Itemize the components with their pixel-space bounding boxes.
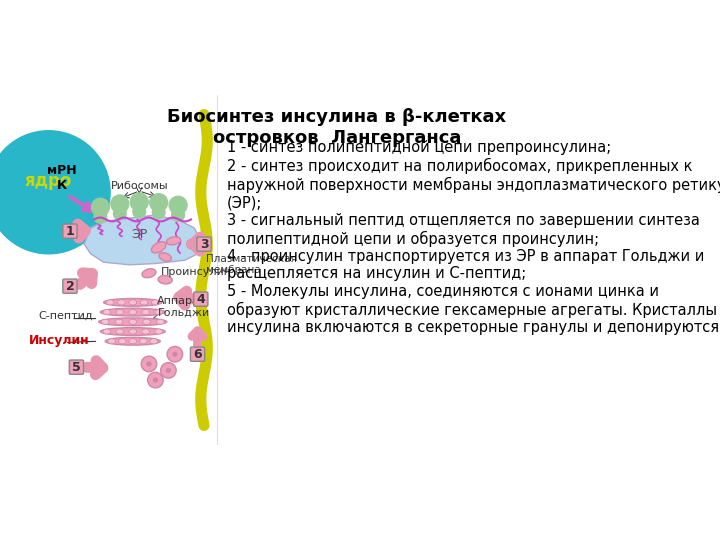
FancyBboxPatch shape [69,360,84,374]
FancyBboxPatch shape [63,279,77,293]
Circle shape [153,377,158,383]
Ellipse shape [166,237,181,245]
Ellipse shape [150,339,158,344]
FancyBboxPatch shape [63,224,77,238]
Ellipse shape [129,319,137,325]
Text: 5: 5 [72,361,81,374]
Ellipse shape [102,319,109,325]
Ellipse shape [115,319,123,325]
Ellipse shape [118,339,126,344]
Circle shape [152,206,165,219]
Ellipse shape [100,308,165,316]
Ellipse shape [100,328,165,335]
Circle shape [111,195,129,213]
Text: мРН
К: мРН К [47,164,76,192]
Ellipse shape [107,300,114,305]
Ellipse shape [155,309,163,315]
Text: 2: 2 [66,280,74,293]
Circle shape [171,208,184,221]
Text: С-пептид: С-пептид [39,310,94,321]
Circle shape [132,205,145,218]
Circle shape [148,373,163,388]
FancyBboxPatch shape [197,237,211,251]
Ellipse shape [104,299,162,306]
Ellipse shape [129,309,137,315]
Ellipse shape [151,242,166,253]
Ellipse shape [116,309,124,315]
Ellipse shape [129,329,137,334]
Ellipse shape [129,339,137,344]
Ellipse shape [108,339,116,344]
Text: Биосинтез инсулина в β-клетках
островков  Лангерганса: Биосинтез инсулина в β-клетках островков… [167,108,506,147]
Circle shape [94,211,107,224]
FancyBboxPatch shape [194,292,208,306]
Circle shape [113,207,126,220]
Ellipse shape [140,300,148,305]
Ellipse shape [156,319,164,325]
Text: ЭР: ЭР [131,228,148,241]
Text: Аппарат
Гольджи: Аппарат Гольджи [158,296,210,318]
Text: 1 - синтез полипептидной цепи препроинсулина;
2 - синтез происходит на полирибос: 1 - синтез полипептидной цепи препроинсу… [227,140,720,335]
Text: ядро: ядро [24,172,72,190]
Circle shape [166,368,171,373]
Circle shape [167,347,183,362]
Ellipse shape [155,329,163,334]
Ellipse shape [117,300,125,305]
Ellipse shape [159,253,171,261]
Ellipse shape [103,329,111,334]
Ellipse shape [142,329,150,334]
PathPatch shape [84,215,201,265]
Text: Проинсулин: Проинсулин [161,267,232,276]
Ellipse shape [140,339,147,344]
Ellipse shape [142,269,156,278]
Text: 1: 1 [66,225,74,238]
Circle shape [141,356,157,372]
Circle shape [161,363,176,378]
Ellipse shape [143,319,150,325]
Text: Инсулин: Инсулин [29,334,90,347]
Text: Плазматическая
мембрана: Плазматическая мембрана [206,254,297,275]
Ellipse shape [142,309,150,315]
Ellipse shape [129,300,137,305]
Ellipse shape [116,329,124,334]
Circle shape [150,193,168,212]
Text: 4: 4 [197,293,205,306]
Circle shape [172,352,177,357]
Text: 3: 3 [199,238,208,251]
Text: Рибосомы: Рибосомы [110,181,168,191]
Ellipse shape [151,300,159,305]
Ellipse shape [105,338,161,345]
Circle shape [91,198,109,216]
Circle shape [169,196,187,214]
Ellipse shape [158,275,172,284]
Ellipse shape [103,309,111,315]
Ellipse shape [99,318,167,326]
Circle shape [0,131,110,254]
Circle shape [146,361,151,367]
Text: 6: 6 [193,348,202,361]
Circle shape [130,193,148,211]
FancyBboxPatch shape [190,347,204,361]
